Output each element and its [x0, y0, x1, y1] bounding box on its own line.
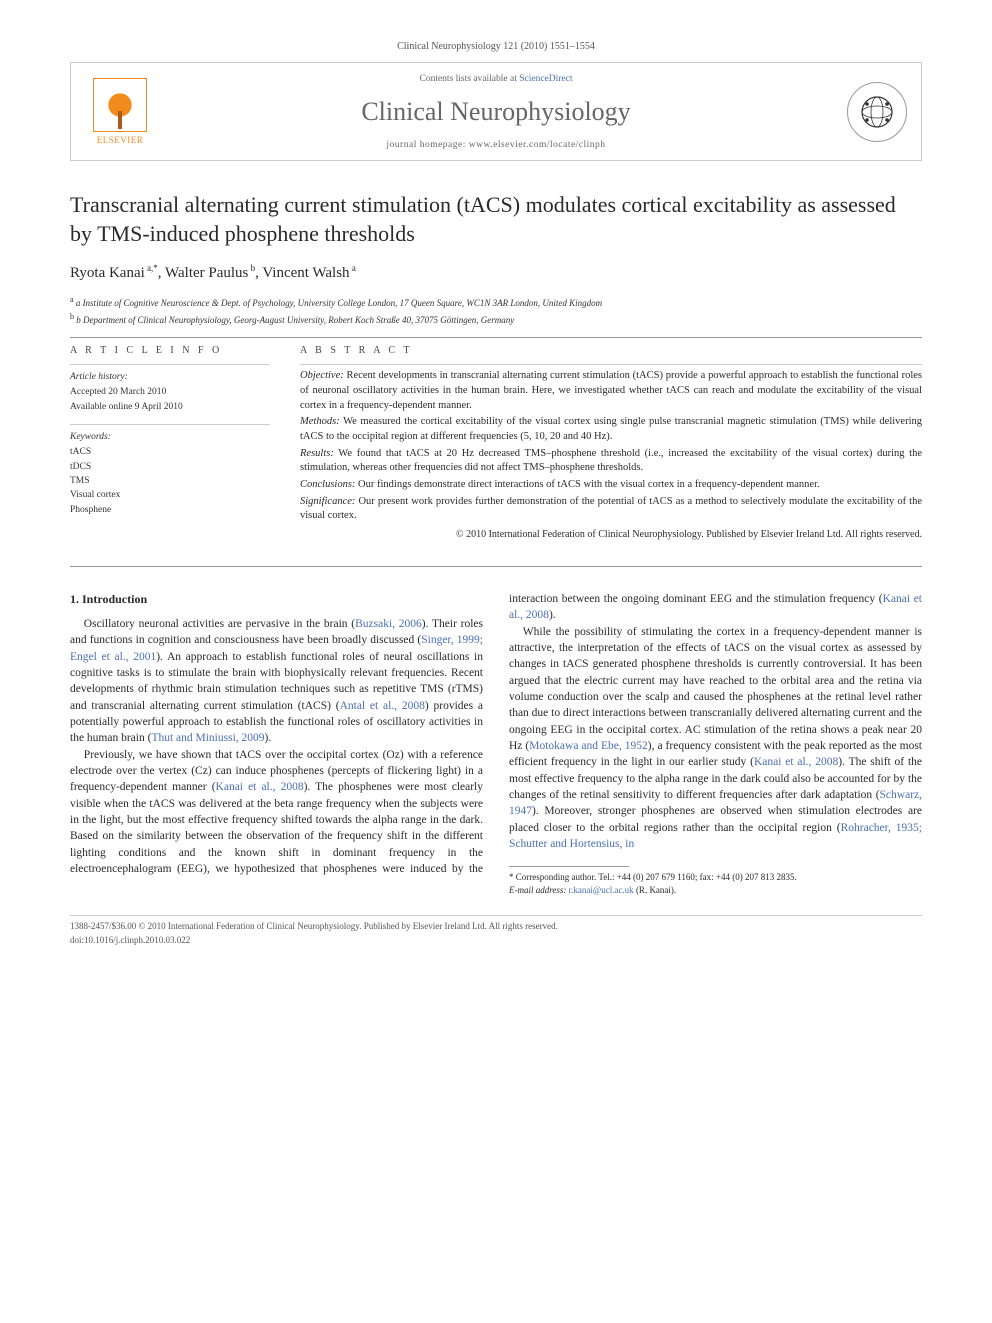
- page-footer: 1388-2457/$36.00 © 2010 International Fe…: [70, 915, 922, 947]
- homepage-line: journal homepage: www.elsevier.com/locat…: [155, 139, 837, 152]
- rule-bottom: [70, 566, 922, 567]
- cite[interactable]: Thut and Miniussi, 2009: [151, 732, 264, 744]
- keywords-list: tACS tDCS TMS Visual cortex Phosphene: [70, 446, 270, 516]
- keyword: Phosphene: [70, 504, 270, 517]
- footnote-email-label: E-mail address:: [509, 885, 566, 895]
- keyword: Visual cortex: [70, 489, 270, 502]
- affiliation-b-text: b Department of Clinical Neurophysiology…: [76, 315, 514, 325]
- masthead-center: Contents lists available at ScienceDirec…: [155, 73, 837, 152]
- history-list: Accepted 20 March 2010 Available online …: [70, 386, 270, 414]
- abs-methods-text: We measured the cortical excitability of…: [300, 416, 922, 442]
- section-1-heading: 1. Introduction: [70, 591, 483, 608]
- footnote-separator: [509, 866, 629, 867]
- footnote-email-link[interactable]: r.kanai@ucl.ac.uk: [569, 885, 634, 895]
- footer-copyright: 1388-2457/$36.00 © 2010 International Fe…: [70, 920, 922, 933]
- rule-footer: [70, 915, 922, 916]
- rule-info-1: [70, 364, 270, 365]
- cite[interactable]: Kanai et al., 2008: [754, 756, 838, 768]
- keyword: tACS: [70, 446, 270, 459]
- article-info-heading: A R T I C L E I N F O: [70, 344, 270, 358]
- history-label: Article history:: [70, 371, 270, 384]
- abs-copyright: © 2010 International Federation of Clini…: [300, 528, 922, 542]
- article-title: Transcranial alternating current stimula…: [70, 191, 922, 248]
- rule-info-2: [70, 424, 270, 425]
- keyword: TMS: [70, 475, 270, 488]
- p1a: Oscillatory neuronal activities are perv…: [84, 618, 355, 630]
- body-columns: 1. Introduction Oscillatory neuronal act…: [70, 591, 922, 897]
- journal-cover-icon: [847, 82, 907, 142]
- cite[interactable]: Buzsaki, 2006: [355, 618, 422, 630]
- author-3-aff: a: [350, 263, 356, 273]
- corresponding-marker: *: [153, 263, 158, 273]
- cite[interactable]: Kanai et al., 2008: [216, 781, 304, 793]
- abs-conclusions-text: Our findings demonstrate direct interact…: [355, 479, 819, 490]
- info-abstract-grid: A R T I C L E I N F O Article history: A…: [70, 344, 922, 542]
- para-1: Oscillatory neuronal activities are perv…: [70, 616, 483, 747]
- p1e: ).: [265, 732, 272, 744]
- elsevier-tree-icon: [93, 78, 147, 132]
- publisher-logo-block: ELSEVIER: [85, 78, 155, 147]
- abs-methods-label: Methods:: [300, 416, 340, 427]
- homepage-url: www.elsevier.com/locate/clinph: [469, 140, 606, 150]
- accepted-date: Accepted 20 March 2010: [70, 386, 270, 399]
- masthead: ELSEVIER Contents lists available at Sci…: [70, 62, 922, 161]
- online-date: Available online 9 April 2010: [70, 401, 270, 414]
- abs-results-text: We found that tACS at 20 Hz decreased TM…: [300, 448, 922, 474]
- contents-prefix: Contents lists available at: [419, 74, 519, 84]
- affiliation-a: a a Institute of Cognitive Neuroscience …: [70, 294, 922, 311]
- abs-significance-text: Our present work provides further demons…: [300, 496, 922, 522]
- rule-abs: [300, 364, 922, 365]
- running-header: Clinical Neurophysiology 121 (2010) 1551…: [70, 40, 922, 54]
- affiliation-a-text: a Institute of Cognitive Neuroscience & …: [76, 298, 602, 308]
- footnote-email-suffix: (R. Kanai).: [634, 885, 677, 895]
- affiliations: a a Institute of Cognitive Neuroscience …: [70, 294, 922, 327]
- keywords-label: Keywords:: [70, 431, 270, 444]
- rule-top: [70, 337, 922, 338]
- abs-objective: Objective: Recent developments in transc…: [300, 369, 922, 413]
- abs-conclusions: Conclusions: Our findings demonstrate di…: [300, 478, 922, 493]
- author-2: Walter Paulus: [165, 265, 248, 281]
- authors: Ryota Kanai a,*, Walter Paulus b, Vincen…: [70, 262, 922, 284]
- abs-objective-label: Objective:: [300, 370, 344, 381]
- abs-conclusions-label: Conclusions:: [300, 479, 355, 490]
- keyword: tDCS: [70, 461, 270, 474]
- homepage-prefix: journal homepage:: [386, 140, 468, 150]
- author-2-aff: b: [248, 263, 255, 273]
- author-1: Ryota Kanai: [70, 265, 145, 281]
- p3a: While the possibility of stimulating the…: [509, 626, 922, 752]
- para-3: While the possibility of stimulating the…: [509, 624, 922, 853]
- abstract-col: A B S T R A C T Objective: Recent develo…: [300, 344, 922, 542]
- abs-significance-label: Significance:: [300, 496, 355, 507]
- abs-results: Results: We found that tACS at 20 Hz dec…: [300, 447, 922, 476]
- p2c: ).: [549, 609, 556, 621]
- affiliation-b: b b Department of Clinical Neurophysiolo…: [70, 311, 922, 328]
- cite[interactable]: Antal et al., 2008: [340, 700, 425, 712]
- author-3: Vincent Walsh: [262, 265, 349, 281]
- footnote-line1: * Corresponding author. Tel.: +44 (0) 20…: [509, 872, 797, 882]
- contents-line: Contents lists available at ScienceDirec…: [155, 73, 837, 86]
- abstract-heading: A B S T R A C T: [300, 344, 922, 358]
- publisher-name: ELSEVIER: [97, 134, 144, 147]
- abs-results-label: Results:: [300, 448, 334, 459]
- corresponding-footnote: * Corresponding author. Tel.: +44 (0) 20…: [509, 871, 922, 897]
- abs-significance: Significance: Our present work provides …: [300, 495, 922, 524]
- abs-objective-text: Recent developments in transcranial alte…: [300, 370, 922, 410]
- abs-methods: Methods: We measured the cortical excita…: [300, 415, 922, 444]
- cite[interactable]: Motokawa and Ebe, 1952: [529, 740, 648, 752]
- article-info-col: A R T I C L E I N F O Article history: A…: [70, 344, 270, 542]
- sciencedirect-link[interactable]: ScienceDirect: [519, 74, 572, 84]
- footer-doi: doi:10.1016/j.clinph.2010.03.022: [70, 934, 922, 947]
- journal-title: Clinical Neurophysiology: [155, 94, 837, 130]
